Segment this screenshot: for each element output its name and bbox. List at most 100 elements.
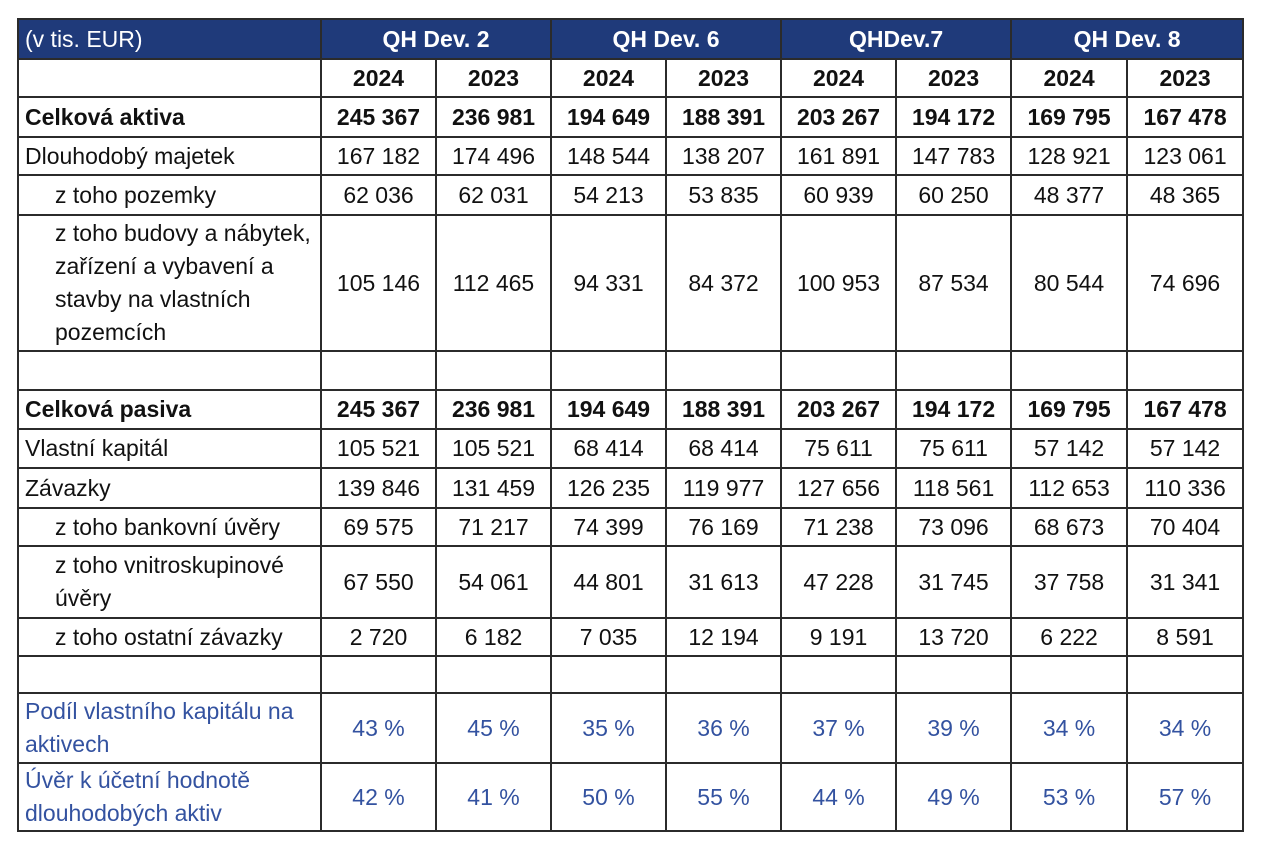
value-cell: 194 172 bbox=[895, 389, 1013, 430]
row-label: z toho vnitroskupinové úvěry bbox=[17, 545, 322, 619]
header-row: (v tis. EUR) QH Dev. 2 QH Dev. 6 QHDev.7… bbox=[17, 18, 1245, 60]
empty-cell bbox=[665, 350, 783, 391]
value-cell: 41 % bbox=[434, 762, 553, 832]
group-header-qh-dev-7: QHDev.7 bbox=[780, 18, 1013, 60]
empty-cell bbox=[780, 655, 898, 694]
empty-cell bbox=[780, 350, 898, 391]
value-cell: 167 182 bbox=[320, 136, 437, 176]
value-cell: 37 % bbox=[780, 692, 898, 764]
value-cell: 62 036 bbox=[320, 174, 437, 216]
group-header-qh-dev-6: QH Dev. 6 bbox=[550, 18, 783, 60]
value-cell: 68 414 bbox=[665, 428, 783, 469]
value-cell: 34 % bbox=[1010, 692, 1129, 764]
empty-cell bbox=[1010, 350, 1129, 391]
value-cell: 73 096 bbox=[895, 507, 1013, 547]
value-cell: 44 % bbox=[780, 762, 898, 832]
year-row-blank bbox=[17, 58, 322, 98]
row-label: Celková aktiva bbox=[17, 96, 322, 138]
value-cell: 128 921 bbox=[1010, 136, 1129, 176]
row-label: z toho ostatní závazky bbox=[17, 617, 322, 657]
value-cell: 35 % bbox=[550, 692, 668, 764]
value-cell: 54 061 bbox=[434, 545, 553, 619]
value-cell: 203 267 bbox=[780, 96, 898, 138]
value-cell: 74 696 bbox=[1126, 214, 1245, 352]
table-row: Vlastní kapitál 105 521 105 521 68 414 68 41… bbox=[17, 428, 1245, 469]
empty-cell bbox=[17, 655, 322, 694]
value-cell: 174 496 bbox=[434, 136, 553, 176]
group-header-qh-dev-2: QH Dev. 2 bbox=[319, 18, 553, 60]
value-cell: 110 336 bbox=[1126, 467, 1245, 509]
table-row: z toho ostatní závazky 2 720 6 182 7 035 12 … bbox=[17, 617, 1245, 657]
empty-cell bbox=[550, 655, 668, 694]
row-label: Celková pasiva bbox=[17, 389, 322, 430]
value-cell: 68 414 bbox=[550, 428, 668, 469]
value-cell: 188 391 bbox=[665, 96, 783, 138]
year-cell: 2024 bbox=[550, 58, 668, 98]
value-cell: 138 207 bbox=[665, 136, 783, 176]
value-cell: 188 391 bbox=[665, 389, 783, 430]
value-cell: 112 653 bbox=[1010, 467, 1129, 509]
value-cell: 74 399 bbox=[550, 507, 668, 547]
value-cell: 31 341 bbox=[1126, 545, 1245, 619]
value-cell: 76 169 bbox=[665, 507, 783, 547]
value-cell: 194 649 bbox=[550, 389, 668, 430]
value-cell: 57 142 bbox=[1126, 428, 1245, 469]
value-cell: 57 142 bbox=[1010, 428, 1129, 469]
value-cell: 48 377 bbox=[1010, 174, 1129, 216]
spacer-row bbox=[17, 350, 1245, 391]
value-cell: 203 267 bbox=[780, 389, 898, 430]
value-cell: 87 534 bbox=[895, 214, 1013, 352]
value-cell: 34 % bbox=[1126, 692, 1245, 764]
value-cell: 45 % bbox=[434, 692, 553, 764]
value-cell: 71 217 bbox=[434, 507, 553, 547]
value-cell: 71 238 bbox=[780, 507, 898, 547]
value-cell: 55 % bbox=[665, 762, 783, 832]
value-cell: 236 981 bbox=[434, 389, 553, 430]
row-label: Úvěr k účetní hodnotě dlouhodobých aktiv bbox=[17, 762, 322, 832]
table-row: Úvěr k účetní hodnotě dlouhodobých aktiv… bbox=[17, 762, 1245, 832]
value-cell: 39 % bbox=[895, 692, 1013, 764]
value-cell: 139 846 bbox=[320, 467, 437, 509]
value-cell: 54 213 bbox=[550, 174, 668, 216]
value-cell: 37 758 bbox=[1010, 545, 1129, 619]
value-cell: 6 182 bbox=[434, 617, 553, 657]
value-cell: 167 478 bbox=[1126, 96, 1245, 138]
value-cell: 94 331 bbox=[550, 214, 668, 352]
year-cell: 2023 bbox=[895, 58, 1013, 98]
value-cell: 60 250 bbox=[895, 174, 1013, 216]
value-cell: 245 367 bbox=[320, 389, 437, 430]
row-label: z toho pozemky bbox=[17, 174, 322, 216]
value-cell: 112 465 bbox=[434, 214, 553, 352]
value-cell: 31 745 bbox=[895, 545, 1013, 619]
value-cell: 236 981 bbox=[434, 96, 553, 138]
value-cell: 105 146 bbox=[320, 214, 437, 352]
table-row: Podíl vlastního kapitálu na aktivech 43 %… bbox=[17, 692, 1245, 764]
year-cell: 2024 bbox=[320, 58, 437, 98]
table-row: Dlouhodobý majetek 167 182 174 496 148 544 1… bbox=[17, 136, 1245, 176]
table-row: z toho vnitroskupinové úvěry 67 550 54 061… bbox=[17, 545, 1245, 619]
value-cell: 80 544 bbox=[1010, 214, 1129, 352]
table-row: z toho bankovní úvěry 69 575 71 217 74 399 7… bbox=[17, 507, 1245, 547]
value-cell: 36 % bbox=[665, 692, 783, 764]
value-cell: 9 191 bbox=[780, 617, 898, 657]
value-cell: 48 365 bbox=[1126, 174, 1245, 216]
table-body: Celková aktiva 245 367 236 981 194 649 188 3… bbox=[17, 96, 1245, 832]
table-row: Celková pasiva 245 367 236 981 194 649 188 3… bbox=[17, 389, 1245, 430]
value-cell: 49 % bbox=[895, 762, 1013, 832]
value-cell: 67 550 bbox=[320, 545, 437, 619]
value-cell: 2 720 bbox=[320, 617, 437, 657]
row-label: Závazky bbox=[17, 467, 322, 509]
value-cell: 62 031 bbox=[434, 174, 553, 216]
value-cell: 147 783 bbox=[895, 136, 1013, 176]
value-cell: 131 459 bbox=[434, 467, 553, 509]
empty-cell bbox=[434, 655, 553, 694]
value-cell: 69 575 bbox=[320, 507, 437, 547]
value-cell: 169 795 bbox=[1010, 96, 1129, 138]
empty-cell bbox=[895, 655, 1013, 694]
value-cell: 70 404 bbox=[1126, 507, 1245, 547]
row-label: z toho bankovní úvěry bbox=[17, 507, 322, 547]
row-label: Dlouhodobý majetek bbox=[17, 136, 322, 176]
financial-table: (v tis. EUR) QH Dev. 2 QH Dev. 6 QHDev.7… bbox=[17, 18, 1245, 832]
year-cell: 2024 bbox=[780, 58, 898, 98]
value-cell: 84 372 bbox=[665, 214, 783, 352]
